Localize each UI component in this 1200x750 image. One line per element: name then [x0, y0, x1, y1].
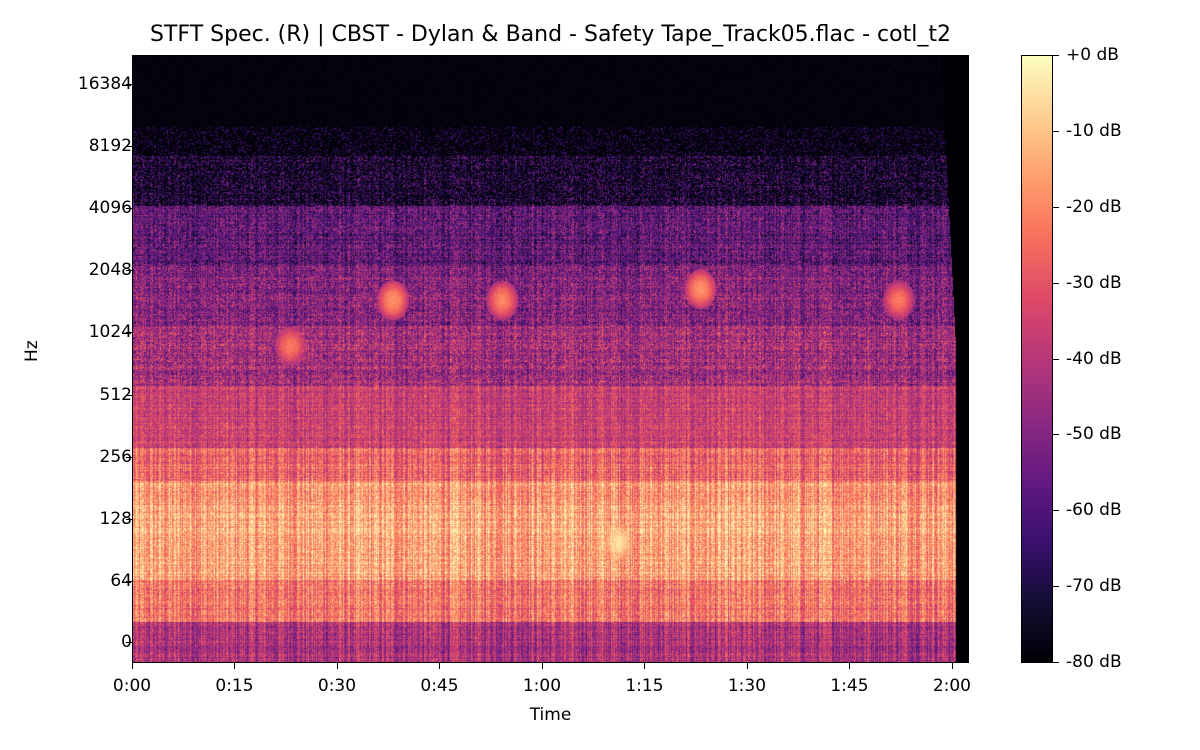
x-tick-label: 0:45: [420, 676, 459, 696]
y-tick-label: 64: [110, 571, 132, 591]
x-tick-label: 2:00: [932, 676, 971, 696]
y-tick-label: 512: [99, 385, 132, 405]
y-tick-label: 256: [99, 447, 132, 467]
colorbar-tick-label: -40 dB: [1066, 348, 1122, 369]
colorbar-gradient: [1022, 56, 1052, 662]
spectrogram-plot: [132, 55, 969, 663]
x-axis-label: Time: [529, 705, 572, 725]
colorbar-tick-mark: [1053, 358, 1059, 360]
colorbar: [1021, 55, 1053, 663]
y-tick-mark: [126, 332, 132, 333]
colorbar-tick-mark: [1053, 586, 1059, 588]
y-tick-mark: [126, 208, 132, 209]
x-tick-label: 1:15: [625, 676, 664, 696]
colorbar-tick-label: -50 dB: [1066, 424, 1122, 445]
x-tick-mark: [746, 663, 748, 669]
y-tick-mark: [126, 642, 132, 643]
x-tick-mark: [951, 663, 953, 669]
colorbar-tick-label: -10 dB: [1066, 120, 1122, 141]
colorbar-tick-mark: [1053, 510, 1059, 512]
x-tick-label: 1:00: [522, 676, 562, 696]
y-tick-label: 8192: [88, 136, 132, 156]
spectrogram-image: [133, 56, 968, 662]
x-tick-mark: [849, 663, 851, 669]
x-tick-label: 1:45: [830, 676, 869, 696]
x-tick-mark: [541, 663, 543, 669]
x-tick-mark: [336, 663, 338, 669]
colorbar-tick-mark: [1053, 662, 1059, 663]
y-tick-label: 128: [99, 509, 132, 529]
chart-title: STFT Spec. (R) | CBST - Dylan & Band - S…: [150, 22, 951, 47]
x-tick-label: 0:30: [317, 676, 357, 696]
y-tick-mark: [126, 519, 132, 520]
colorbar-tick-label: -60 dB: [1066, 500, 1122, 521]
x-tick-mark: [234, 663, 236, 669]
colorbar-tick-label: -70 dB: [1066, 576, 1122, 597]
colorbar-tick-mark: [1053, 206, 1059, 208]
colorbar-tick-label: -20 dB: [1066, 196, 1122, 217]
colorbar-tick-label: -80 dB: [1066, 652, 1122, 672]
x-tick-label: 1:30: [727, 676, 767, 696]
y-tick-label: 1024: [88, 322, 132, 342]
x-tick-mark: [132, 663, 133, 669]
x-tick-mark: [644, 663, 646, 669]
y-tick-mark: [126, 457, 132, 458]
y-tick-label: 2048: [88, 260, 132, 280]
y-tick-mark: [126, 146, 132, 147]
y-tick-mark: [126, 270, 132, 271]
colorbar-tick-mark: [1053, 282, 1059, 284]
y-tick-mark: [126, 581, 132, 582]
y-tick-mark: [126, 395, 132, 396]
y-tick-label: 16384: [77, 74, 132, 94]
x-tick-mark: [439, 663, 441, 669]
colorbar-tick-mark: [1053, 55, 1059, 56]
colorbar-tick-mark: [1053, 130, 1059, 132]
colorbar-tick-label: -30 dB: [1066, 272, 1122, 293]
y-axis-label: Hz: [22, 340, 42, 362]
y-tick-label: 4096: [88, 198, 132, 218]
x-tick-label: 0:00: [112, 676, 152, 696]
x-tick-label: 0:15: [215, 676, 254, 696]
colorbar-tick-label: +0 dB: [1066, 45, 1119, 65]
colorbar-tick-mark: [1053, 434, 1059, 436]
y-tick-mark: [126, 84, 132, 85]
